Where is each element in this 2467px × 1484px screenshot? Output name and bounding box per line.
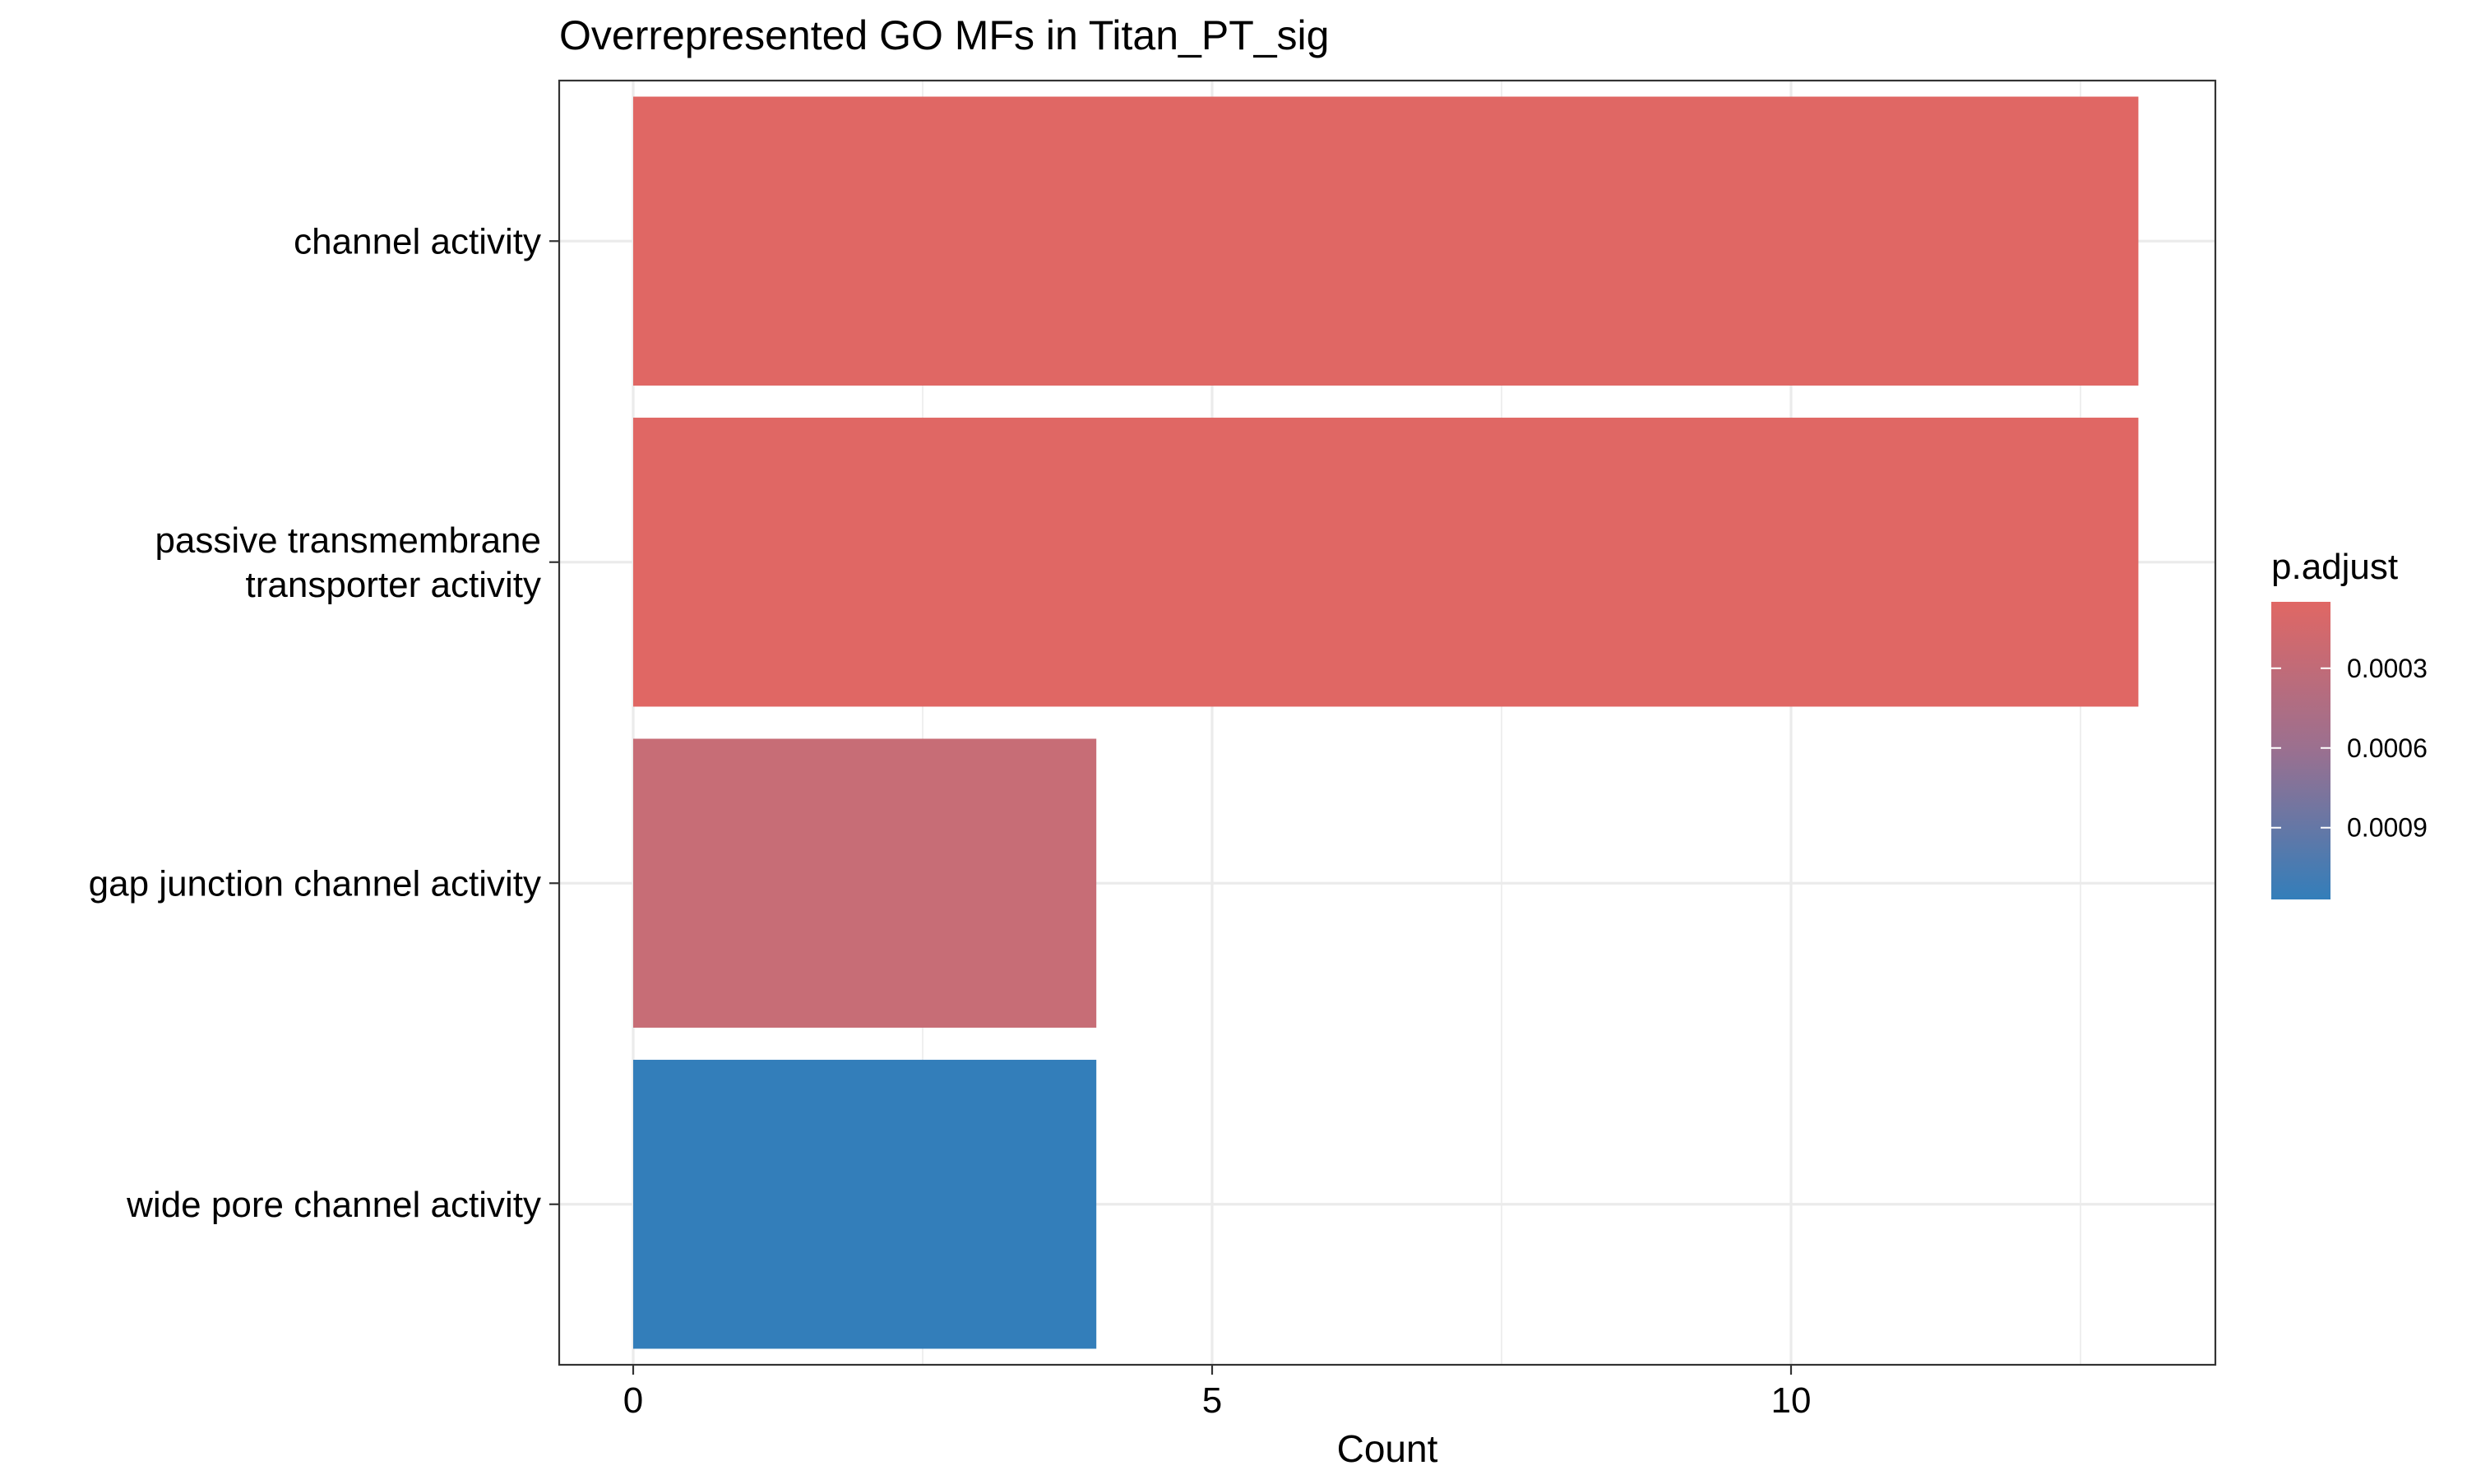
x-tick-label: 10 <box>1771 1380 1812 1421</box>
y-tick-label: gap junction channel activity <box>89 863 541 904</box>
legend: p.adjust 0.0003 0.0006 0.0009 <box>2271 547 2428 899</box>
y-tick-label: passive transmembrane <box>155 520 541 561</box>
y-axis: channel activity passive transmembranetra… <box>89 221 559 1225</box>
y-tick-label: channel activity <box>294 221 541 261</box>
legend-tick-label: 0.0006 <box>2347 733 2428 763</box>
chart-title: Overrepresented GO MFs in Titan_PT_sig <box>559 12 1329 58</box>
y-tick-label: transporter activity <box>246 565 541 605</box>
legend-tick-label: 0.0009 <box>2347 813 2428 843</box>
bar <box>633 738 1097 1028</box>
legend-tick-label: 0.0003 <box>2347 654 2428 683</box>
bar <box>633 418 2139 707</box>
plot-panel-border <box>558 79 2217 1366</box>
x-tick-label: 0 <box>623 1380 643 1421</box>
bar <box>633 1060 1097 1349</box>
bars <box>633 96 2139 1349</box>
bar <box>633 96 2139 386</box>
x-axis: 0 5 10 <box>623 1365 1812 1421</box>
x-axis-title: Count <box>1337 1427 1438 1470</box>
x-tick-label: 5 <box>1202 1380 1222 1421</box>
legend-ticks: 0.0003 0.0006 0.0009 <box>2271 654 2428 843</box>
legend-colorbar <box>2271 602 2330 899</box>
legend-title: p.adjust <box>2271 547 2398 587</box>
y-tick-label: wide pore channel activity <box>126 1185 541 1225</box>
